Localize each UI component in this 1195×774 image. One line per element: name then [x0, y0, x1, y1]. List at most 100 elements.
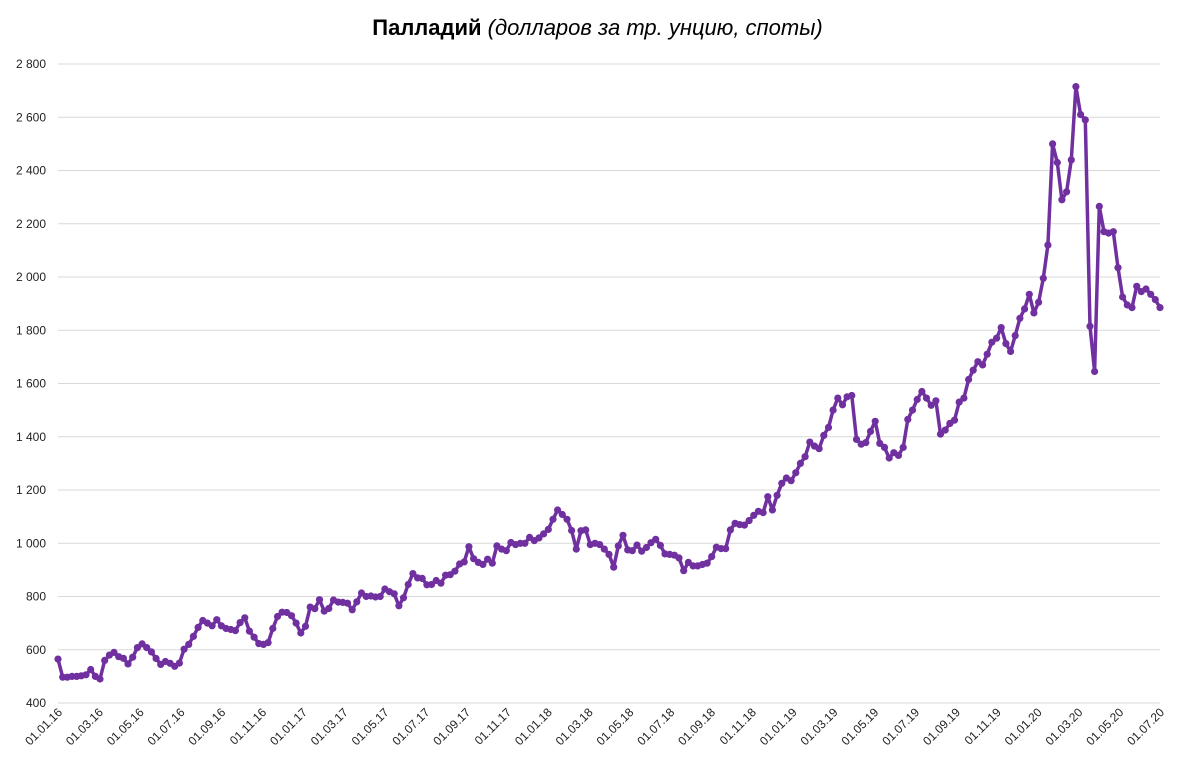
- y-tick-label: 2 000: [16, 270, 46, 284]
- data-point: [680, 567, 688, 575]
- data-point: [213, 616, 221, 624]
- x-tick-label: 01.09.18: [675, 705, 718, 748]
- x-tick-label: 01.05.17: [349, 705, 392, 748]
- data-point: [969, 366, 977, 374]
- chart-title: Палладий (долларов за тр. унцию, споты): [0, 15, 1195, 41]
- data-point: [1011, 332, 1019, 340]
- x-tick-label: 01.11.16: [227, 705, 270, 748]
- data-point: [764, 493, 772, 501]
- data-point: [652, 535, 660, 543]
- data-point: [605, 550, 613, 559]
- data-point: [885, 454, 893, 462]
- data-point: [194, 623, 202, 632]
- data-point: [820, 431, 828, 439]
- x-tick-label: 01.01.17: [267, 705, 310, 748]
- data-point: [941, 426, 949, 434]
- data-point: [1151, 296, 1159, 304]
- data-point: [343, 599, 352, 607]
- data-point: [778, 479, 786, 487]
- data-point: [871, 417, 879, 425]
- data-point: [880, 443, 889, 451]
- data-point: [950, 416, 959, 424]
- data-point: [675, 554, 683, 562]
- data-point: [1039, 274, 1047, 282]
- data-point: [563, 515, 571, 523]
- data-point: [759, 508, 767, 517]
- data-point: [110, 648, 118, 657]
- data-point: [185, 640, 193, 649]
- data-point: [1109, 228, 1117, 236]
- data-point: [1077, 111, 1085, 119]
- data-point: [418, 574, 426, 583]
- x-tick-label: 01.11.19: [962, 705, 1005, 748]
- data-point: [824, 423, 833, 431]
- data-point: [399, 594, 408, 602]
- data-point: [409, 570, 417, 578]
- data-point: [292, 619, 300, 627]
- data-point: [479, 560, 487, 569]
- data-point: [1002, 340, 1010, 348]
- data-point: [1128, 304, 1136, 312]
- data-point: [932, 397, 940, 405]
- data-point: [558, 510, 566, 519]
- data-point: [572, 545, 580, 553]
- x-tick-label: 01.09.19: [920, 705, 963, 748]
- x-tick-label: 01.05.20: [1083, 705, 1126, 748]
- x-tick-label: 01.05.19: [838, 705, 881, 748]
- data-point: [1025, 290, 1033, 298]
- data-point: [619, 531, 627, 539]
- data-point: [997, 324, 1005, 332]
- x-tick-label: 01.07.18: [634, 705, 677, 748]
- series-line: [56, 84, 1162, 681]
- data-point: [488, 559, 496, 567]
- data-point: [390, 590, 398, 598]
- data-point: [955, 398, 963, 406]
- y-tick-label: 2 800: [16, 57, 46, 71]
- data-point: [245, 627, 253, 635]
- x-tick-label: 01.01.20: [1002, 705, 1045, 748]
- data-point: [241, 614, 249, 622]
- data-point: [596, 541, 604, 549]
- data-point: [460, 558, 468, 566]
- x-tick-label: 01.03.16: [63, 705, 106, 748]
- data-point: [297, 629, 305, 637]
- data-point: [1095, 202, 1103, 210]
- data-point: [549, 515, 557, 523]
- data-point: [1053, 158, 1061, 167]
- y-tick-label: 1 400: [16, 430, 46, 444]
- data-point: [315, 596, 324, 604]
- data-point: [54, 655, 62, 663]
- data-point: [124, 660, 132, 668]
- data-point: [264, 639, 272, 647]
- data-point: [866, 427, 875, 435]
- data-point: [656, 541, 665, 550]
- x-tick-label: 01.03.17: [308, 705, 351, 748]
- data-point: [1035, 298, 1043, 306]
- data-point: [740, 521, 749, 529]
- y-tick-label: 400: [26, 696, 46, 710]
- data-point: [544, 525, 552, 534]
- data-point: [838, 401, 847, 409]
- data-point: [988, 338, 996, 346]
- data-point: [175, 659, 183, 667]
- data-point: [1147, 290, 1155, 298]
- x-tick-label: 01.03.19: [798, 705, 841, 748]
- data-point: [965, 375, 973, 384]
- data-point: [465, 543, 473, 551]
- data-point: [1142, 285, 1150, 293]
- data-point: [101, 656, 109, 665]
- y-tick-label: 1 200: [16, 483, 46, 497]
- data-point: [745, 517, 753, 525]
- data-point: [311, 605, 319, 613]
- data-point: [773, 491, 781, 499]
- data-point: [936, 430, 945, 438]
- data-point: [768, 506, 777, 514]
- data-point: [554, 506, 562, 514]
- x-tick-label: 01.01.19: [757, 705, 800, 748]
- data-point: [376, 592, 384, 601]
- data-point: [1133, 282, 1141, 290]
- data-point: [1030, 309, 1038, 317]
- data-point: [250, 633, 258, 641]
- data-point: [927, 401, 935, 409]
- data-point: [1044, 241, 1052, 249]
